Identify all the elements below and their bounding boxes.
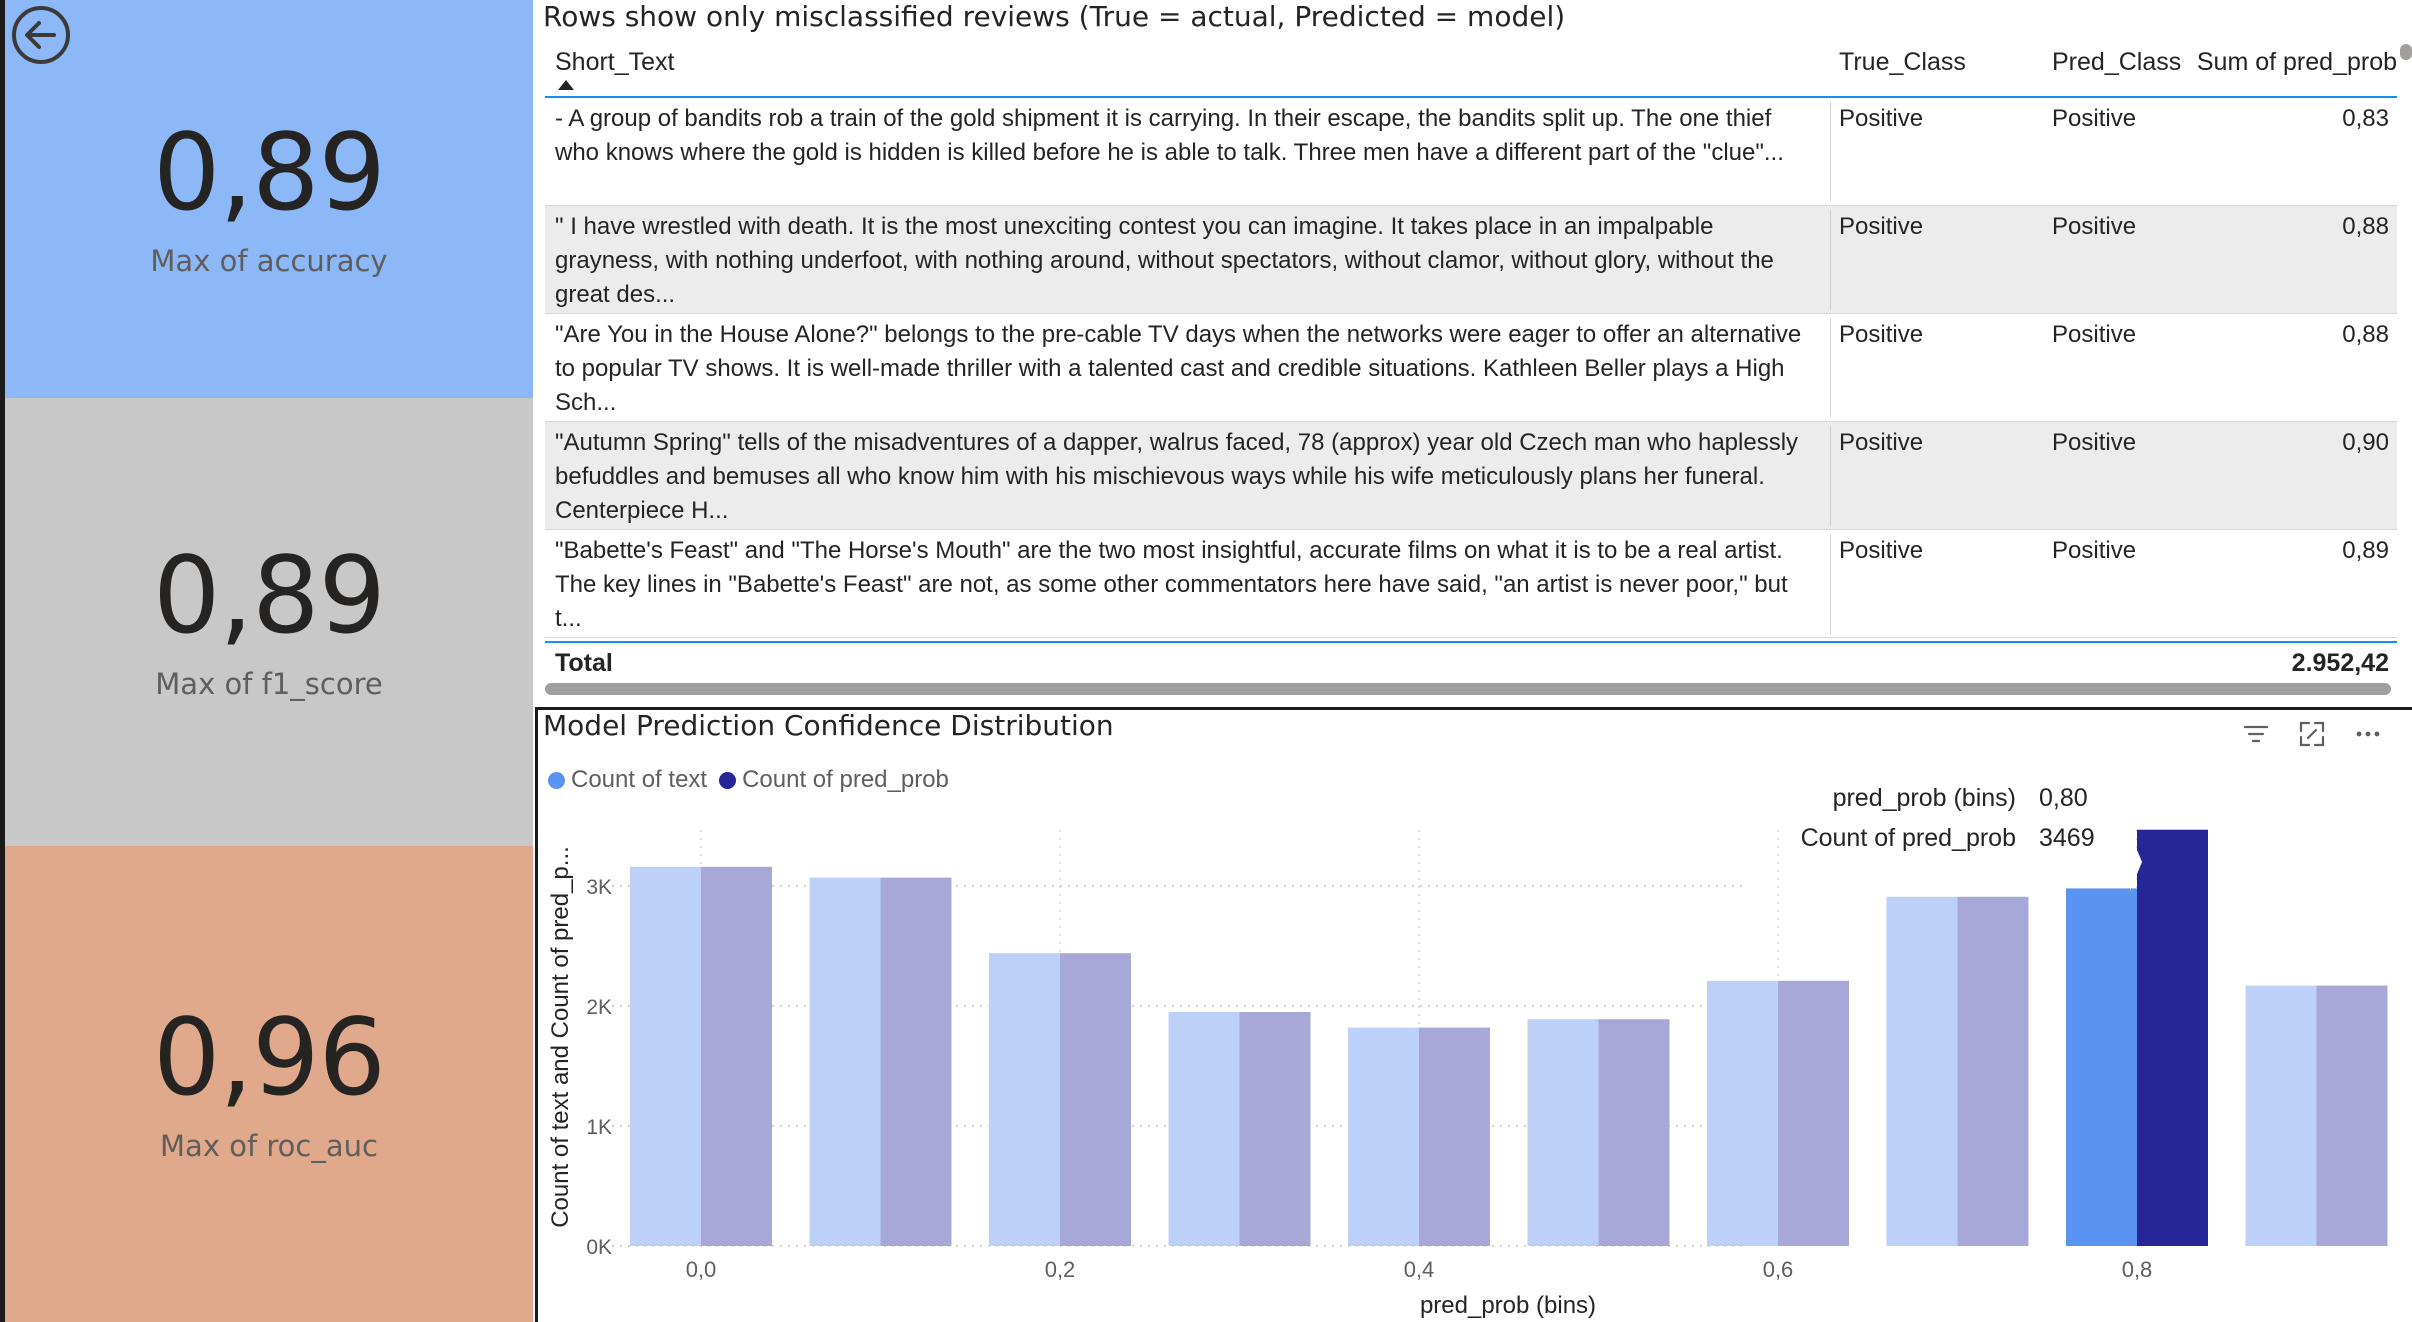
total-label: Total — [555, 649, 613, 677]
cell-pred-class: Positive — [2052, 213, 2137, 240]
kpi-value: 0,96 — [152, 996, 386, 1119]
y-tick-label: 0K — [586, 1236, 612, 1259]
x-tick-label: 0,2 — [1045, 1257, 1076, 1282]
kpi-value: 0,89 — [152, 534, 386, 657]
cell-short-text: " I have wrestled with death. It is the … — [555, 210, 1831, 310]
cell-pred-class: Positive — [2052, 105, 2137, 132]
chart-visual-frame — [535, 707, 2412, 1322]
bar-count-of-pred-prob[interactable] — [701, 866, 772, 1246]
bar-count-of-text[interactable] — [2066, 888, 2137, 1246]
bar-count-of-text[interactable] — [1348, 1027, 1419, 1246]
legend-marker-count-of-pred-prob — [719, 771, 737, 789]
cell-short-text: - A group of bandits rob a train of the … — [555, 102, 1831, 202]
y-tick-label: 3K — [586, 876, 612, 899]
bar-count-of-text[interactable] — [1707, 980, 1778, 1246]
table-total-row: Total 2.952,42 — [545, 641, 2397, 687]
misclassified-reviews-table: Short_Text True_Class Pred_Class Sum of … — [545, 40, 2397, 687]
column-header-true-class[interactable]: True_Class — [1839, 48, 1966, 76]
bar-count-of-text[interactable] — [1886, 896, 1958, 1246]
bar-count-of-pred-prob[interactable] — [2316, 985, 2388, 1246]
cell-short-text: "Are You in the House Alone?" belongs to… — [555, 318, 1831, 418]
sort-ascending-icon[interactable] — [558, 80, 574, 90]
table-row[interactable]: "Are You in the House Alone?" belongs to… — [545, 314, 2397, 422]
cell-pred-class: Positive — [2052, 429, 2137, 456]
bar-count-of-pred-prob[interactable] — [1239, 1012, 1311, 1246]
filter-icon[interactable] — [2242, 720, 2270, 750]
kpi-card-f1-score[interactable]: 0,89 Max of f1_score — [5, 398, 533, 846]
y-tick-label: 2K — [586, 996, 612, 1019]
left-edge-border — [0, 0, 5, 1322]
cell-pred-prob: 0,90 — [2342, 429, 2389, 456]
cell-short-text: "Babette's Feast" and "The Horse's Mouth… — [555, 534, 1831, 634]
cell-pred-prob: 0,83 — [2342, 105, 2389, 132]
x-tick-label: 0,6 — [1763, 1257, 1794, 1282]
kpi-value: 0,89 — [152, 111, 386, 234]
tooltip-value-count: 3469 — [2039, 824, 2095, 852]
legend-label-count-of-pred-prob[interactable]: Count of pred_prob — [742, 766, 949, 793]
y-tick-label: 1K — [586, 1116, 612, 1139]
cell-pred-prob: 0,88 — [2342, 321, 2389, 348]
tooltip-key-bin: pred_prob (bins) — [1832, 784, 2016, 812]
bar-count-of-pred-prob[interactable] — [880, 877, 952, 1246]
more-options-icon[interactable] — [2354, 720, 2382, 750]
tooltip-pointer — [2130, 833, 2142, 891]
cell-pred-class: Positive — [2052, 321, 2137, 348]
bar-count-of-pred-prob[interactable] — [1957, 896, 2029, 1246]
kpi-label: Max of roc_auc — [160, 1129, 378, 1163]
table-title: Rows show only misclassified reviews (Tr… — [543, 0, 1566, 33]
cell-true-class: Positive — [1839, 213, 1924, 240]
cell-pred-prob: 0,88 — [2342, 213, 2389, 240]
kpi-label: Max of accuracy — [150, 244, 388, 278]
legend-label-count-of-text[interactable]: Count of text — [571, 766, 708, 793]
x-tick-label: 0,4 — [1404, 1257, 1435, 1282]
column-header-short-text[interactable]: Short_Text — [555, 48, 675, 76]
bar-count-of-pred-prob[interactable] — [1419, 1027, 1490, 1246]
kpi-card-accuracy[interactable]: 0,89 Max of accuracy — [5, 0, 533, 398]
bar-count-of-text[interactable] — [1527, 1019, 1599, 1246]
cell-true-class: Positive — [1839, 105, 1924, 132]
cell-true-class: Positive — [1839, 537, 1924, 564]
x-axis-title: pred_prob (bins) — [1420, 1292, 1596, 1319]
cell-pred-prob: 0,89 — [2342, 537, 2389, 564]
cell-true-class: Positive — [1839, 321, 1924, 348]
table-header: Short_Text True_Class Pred_Class Sum of … — [545, 40, 2397, 98]
focus-mode-icon[interactable] — [2298, 720, 2326, 750]
table-row[interactable]: " I have wrestled with death. It is the … — [545, 206, 2397, 314]
bar-count-of-pred-prob[interactable] — [1598, 1019, 1670, 1246]
back-arrow-icon[interactable] — [10, 4, 72, 66]
x-tick-label: 0,8 — [2122, 1257, 2153, 1282]
bar-count-of-pred-prob[interactable] — [1778, 980, 1849, 1246]
horizontal-scrollbar[interactable] — [545, 683, 2391, 695]
table-row[interactable]: "Autumn Spring" tells of the misadventur… — [545, 422, 2397, 530]
tooltip-key-count: Count of pred_prob — [1800, 824, 2016, 852]
cell-true-class: Positive — [1839, 429, 1924, 456]
chart-legend: Count of text Count of pred_prob — [546, 766, 949, 794]
bar-count-of-text[interactable] — [989, 953, 1060, 1246]
y-axis-title: Count of text and Count of pred_p... — [547, 846, 574, 1228]
legend-marker-count-of-text — [548, 771, 565, 789]
bar-count-of-text[interactable] — [1168, 1012, 1240, 1246]
kpi-label: Max of f1_score — [155, 667, 383, 701]
bar-count-of-text[interactable] — [2245, 985, 2317, 1246]
x-tick-label: 0,0 — [686, 1257, 717, 1282]
table-row[interactable]: "Babette's Feast" and "The Horse's Mouth… — [545, 530, 2397, 638]
cell-pred-class: Positive — [2052, 537, 2137, 564]
bar-count-of-text[interactable] — [630, 866, 701, 1246]
column-header-pred-class[interactable]: Pred_Class — [2052, 48, 2182, 76]
total-value: 2.952,42 — [2291, 649, 2389, 677]
bar-count-of-pred-prob[interactable] — [1060, 953, 1131, 1246]
cell-short-text: "Autumn Spring" tells of the misadventur… — [555, 426, 1831, 526]
tooltip-value-bin: 0,80 — [2039, 784, 2088, 812]
column-header-sum-pred-prob[interactable]: Sum of pred_prob — [2196, 48, 2397, 76]
bar-count-of-pred-prob[interactable] — [2137, 829, 2208, 1246]
chart-title: Model Prediction Confidence Distribution — [543, 709, 1114, 742]
kpi-card-roc-auc[interactable]: 0,96 Max of roc_auc — [5, 846, 533, 1322]
bar-count-of-text[interactable] — [809, 877, 881, 1246]
table-row[interactable]: - A group of bandits rob a train of the … — [545, 98, 2397, 206]
vertical-scrollbar[interactable] — [2400, 44, 2412, 60]
